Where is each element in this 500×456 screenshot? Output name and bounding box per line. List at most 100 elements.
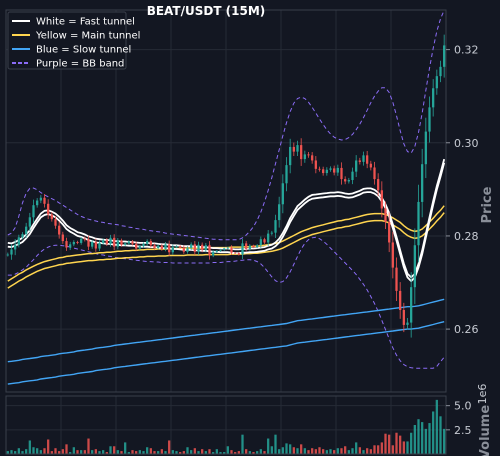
volume-bar-36 [138, 450, 141, 454]
candle-body-55 [208, 245, 211, 256]
price-tick-label-1: 0.28 [454, 230, 479, 243]
fast-tunnel-lower-line [7, 162, 446, 283]
candle-body-63 [237, 253, 240, 255]
candle-body-100 [373, 167, 376, 180]
candle-body-81 [303, 154, 306, 160]
candle-body-66 [248, 245, 251, 249]
volume-bar-86 [322, 449, 325, 454]
candle-body-70 [263, 239, 266, 243]
candle-body-110 [410, 287, 413, 323]
volume-bar-37 [142, 451, 145, 454]
volume-bar-68 [256, 451, 259, 454]
volume-bar-97 [362, 450, 365, 454]
volume-bar-39 [149, 448, 152, 454]
volume-bar-12 [50, 451, 53, 454]
volume-bar-65 [245, 449, 248, 454]
volume-bar-49 [186, 447, 189, 454]
volume-bar-8 [36, 448, 39, 454]
volume-bar-109 [406, 441, 409, 454]
candle-body-68 [256, 245, 259, 248]
candle-body-72 [270, 232, 273, 234]
volume-bar-91 [340, 448, 343, 454]
price-axis: 0.26 0.28 0.30 0.32 [446, 44, 479, 336]
candle-body-99 [369, 163, 372, 168]
volume-bar-106 [395, 432, 398, 454]
candle-body-26 [102, 240, 105, 243]
candle-body-21 [83, 238, 86, 240]
volume-bar-64 [241, 434, 244, 454]
volume-bar-1 [10, 450, 13, 454]
candle-body-2 [14, 244, 17, 250]
candle-body-46 [175, 246, 178, 248]
volume-bar-21 [83, 450, 86, 454]
volume-bar-96 [358, 447, 361, 454]
volume-bar-41 [157, 451, 160, 454]
candle-body-86 [322, 169, 325, 174]
candle-body-38 [146, 241, 149, 244]
candle-body-5 [25, 226, 28, 235]
candle-body-3 [17, 237, 20, 245]
volume-bar-74 [278, 449, 281, 454]
candle-body-82 [307, 154, 310, 156]
volume-bar-4 [21, 451, 24, 454]
volume-bar-14 [58, 451, 61, 454]
volume-bar-114 [424, 428, 427, 454]
candle-body-118 [439, 66, 442, 77]
volume-bar-62 [234, 452, 237, 454]
candle-body-64 [241, 243, 244, 255]
candle-body-53 [201, 244, 204, 250]
volume-bar-16 [65, 444, 68, 454]
volume-bar-11 [47, 439, 50, 454]
candle-body-75 [281, 183, 284, 205]
volume-axis: 2.5 5.0 [446, 400, 472, 437]
candle-body-23 [91, 241, 94, 247]
candle-body-24 [94, 241, 97, 249]
candle-body-97 [362, 155, 365, 162]
volume-bar-84 [314, 449, 317, 454]
candle-body-47 [179, 246, 182, 248]
volume-bar-105 [391, 445, 394, 454]
volume-bar-98 [366, 448, 369, 454]
volume-bar-27 [105, 452, 108, 454]
candle-body-91 [340, 167, 343, 180]
candle-body-101 [377, 179, 380, 191]
volume-bar-32 [124, 442, 127, 454]
candle-body-51 [193, 244, 196, 252]
volume-bar-79 [296, 448, 299, 454]
volume-bar-59 [223, 452, 226, 454]
volume-bar-113 [421, 422, 424, 454]
candle-body-58 [219, 249, 222, 251]
slow-tunnel-upper-line [7, 298, 445, 363]
volume-bar-43 [164, 451, 167, 454]
tunnels [7, 158, 446, 385]
volume-bar-73 [274, 434, 277, 454]
volume-bar-100 [373, 445, 376, 454]
candle-body-93 [347, 180, 350, 182]
candle-body-34 [131, 241, 134, 244]
fast-tunnel-upper-line [7, 158, 446, 279]
candle-body-74 [278, 204, 281, 221]
candle-body-41 [157, 245, 160, 249]
legend-label-1: Yellow = Main tunnel [35, 31, 140, 42]
candle-body-69 [259, 239, 262, 246]
volume-tick-label-0: 2.5 [454, 424, 472, 437]
candle-body-18 [72, 241, 75, 245]
candle-body-15 [61, 234, 64, 242]
candle-body-85 [318, 168, 321, 170]
volume-bar-66 [248, 451, 251, 454]
candle-body-87 [325, 169, 328, 174]
volume-tick-label-1: 5.0 [454, 400, 472, 413]
candle-body-61 [230, 247, 233, 253]
candle-body-29 [113, 237, 116, 247]
slow-tunnel-lower-line [7, 321, 445, 385]
candle-body-115 [428, 107, 431, 132]
candle-body-30 [116, 240, 119, 247]
volume-bar-72 [270, 446, 273, 454]
volume-bar-10 [43, 448, 46, 454]
candle-body-56 [212, 251, 215, 256]
volume-bar-95 [355, 442, 358, 454]
volume-bar-90 [336, 448, 339, 454]
volume-bar-35 [135, 451, 138, 454]
candle-body-7 [32, 205, 35, 218]
